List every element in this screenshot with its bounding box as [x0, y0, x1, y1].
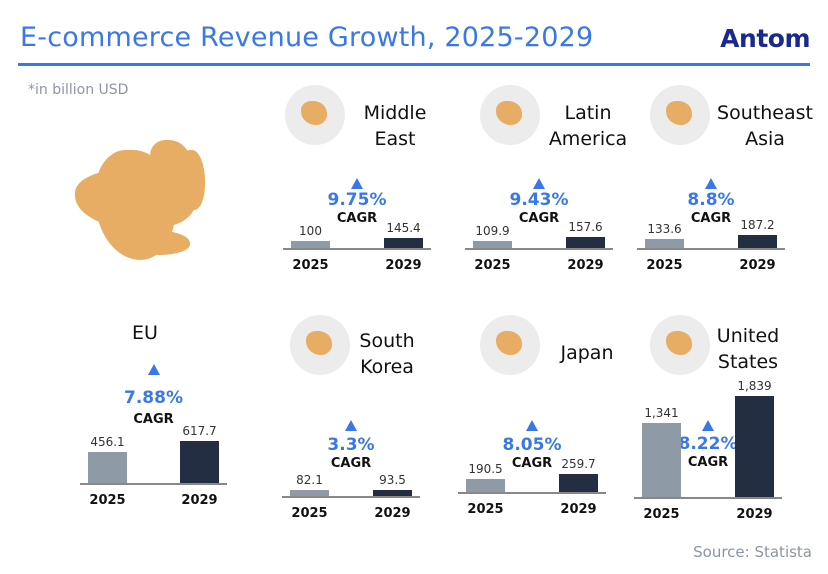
cagr-value: 7.88% — [124, 388, 183, 408]
chart-baseline — [458, 492, 606, 494]
year-label: 2025 — [89, 493, 126, 508]
bar-2029 — [735, 395, 774, 497]
cagr-label: CAGR — [518, 211, 560, 226]
cagr-value: 8.8% — [687, 190, 735, 210]
eu-map-shape — [120, 230, 190, 255]
year-label: 2025 — [291, 506, 328, 521]
bar-2029 — [559, 474, 598, 492]
bar-2025 — [645, 238, 684, 248]
growth-up-arrow-icon — [533, 178, 545, 189]
page-title: E-commerce Revenue Growth, 2025-2029 — [20, 22, 594, 53]
bar-2025 — [466, 479, 505, 492]
region-highlight-shape — [666, 331, 692, 355]
cagr-value: 8.05% — [502, 435, 562, 455]
region-name: Latin America — [548, 102, 628, 150]
bar-2029 — [566, 237, 605, 248]
title-divider — [18, 63, 810, 66]
region-highlight-shape — [666, 101, 692, 125]
cagr-label: CAGR — [133, 412, 174, 427]
antom-logo: Antom — [720, 24, 810, 53]
bar-value-label: 187.2 — [740, 218, 775, 233]
cagr-label: CAGR — [336, 211, 378, 226]
region-name: Southeast Asia — [717, 102, 813, 150]
year-label: 2029 — [181, 493, 218, 508]
year-label: 2025 — [474, 258, 511, 273]
region-highlight-shape — [306, 331, 332, 355]
bar-2029 — [180, 440, 219, 483]
cagr-value: 3.3% — [327, 435, 375, 455]
region-name: South Korea — [359, 330, 415, 378]
chart-baseline — [283, 248, 431, 250]
bar-value-label: 93.5 — [379, 472, 406, 487]
cagr-label: CAGR — [690, 211, 732, 226]
bar-2025 — [291, 241, 330, 248]
cagr-value: 9.75% — [327, 190, 387, 210]
year-label: 2025 — [643, 507, 680, 522]
growth-up-arrow-icon — [526, 420, 538, 431]
bar-2029 — [384, 238, 423, 248]
cagr-label: CAGR — [687, 455, 729, 470]
year-label: 2025 — [292, 258, 329, 273]
chart-baseline — [80, 483, 227, 485]
region-name: Middle East — [363, 102, 427, 150]
year-label: 2025 — [646, 258, 683, 273]
source-note: Source: Statista — [693, 543, 812, 561]
year-label: 2029 — [385, 258, 422, 273]
growth-up-arrow-icon — [351, 178, 363, 189]
region-name: Japan — [560, 342, 614, 364]
bar-2029 — [373, 489, 412, 496]
bar-2025 — [88, 451, 127, 483]
year-label: 2029 — [560, 502, 597, 517]
bar-2025 — [290, 490, 329, 496]
region-highlight-shape — [301, 101, 327, 125]
bar-2025 — [642, 423, 681, 497]
cagr-value: 8.22% — [678, 434, 738, 454]
eu-map-shape — [180, 150, 205, 210]
year-label: 2025 — [467, 502, 504, 517]
bar-value-label: 109.9 — [475, 223, 510, 238]
region-name: EU — [132, 322, 158, 344]
year-label: 2029 — [739, 258, 776, 273]
year-label: 2029 — [736, 507, 773, 522]
chart-baseline — [465, 248, 613, 250]
bar-2029 — [738, 235, 777, 248]
bar-value-label: 259.7 — [561, 457, 596, 472]
growth-up-arrow-icon — [702, 420, 714, 431]
bar-value-label: 617.7 — [182, 423, 217, 438]
cagr-label: CAGR — [330, 456, 372, 471]
bar-value-label: 145.4 — [386, 221, 421, 236]
growth-up-arrow-icon — [147, 364, 160, 375]
bar-value-label: 1,341 — [644, 406, 679, 421]
bar-value-label: 100 — [299, 224, 322, 239]
bar-value-label: 190.5 — [468, 462, 503, 477]
chart-baseline — [634, 497, 782, 499]
bar-value-label: 82.1 — [296, 473, 323, 488]
cagr-value: 9.43% — [509, 190, 569, 210]
unit-note: *in billion USD — [28, 82, 129, 98]
bar-2025 — [473, 240, 512, 248]
year-label: 2029 — [567, 258, 604, 273]
cagr-label: CAGR — [511, 456, 553, 471]
chart-baseline — [637, 248, 785, 250]
region-highlight-shape — [496, 101, 522, 125]
bar-value-label: 456.1 — [90, 434, 125, 449]
region-highlight-shape — [496, 331, 522, 355]
chart-baseline — [282, 496, 420, 498]
growth-up-arrow-icon — [705, 178, 717, 189]
bar-value-label: 1,839 — [737, 378, 772, 393]
bar-value-label: 133.6 — [647, 221, 682, 236]
year-label: 2029 — [374, 506, 411, 521]
growth-up-arrow-icon — [345, 420, 357, 431]
region-name: United States — [716, 325, 780, 373]
bar-value-label: 157.6 — [568, 220, 603, 235]
